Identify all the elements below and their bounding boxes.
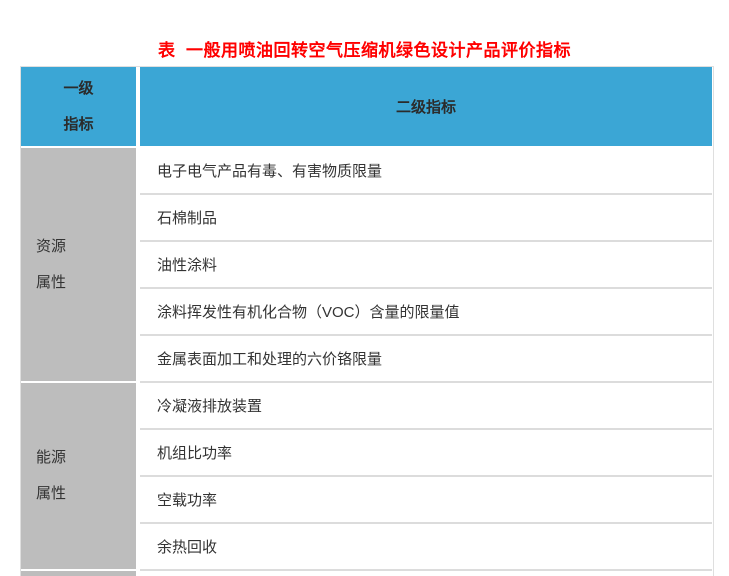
section-cell-next-partial [21, 571, 136, 576]
section-cell-resource-attributes: 资源 属性 [21, 148, 136, 383]
header-cell-level1: 一级 指标 [21, 67, 136, 148]
table-row: 油性涂料 [140, 242, 712, 289]
table-row: 空载功率 [140, 477, 712, 524]
table-row: 电子电气产品有毒、有害物质限量 [140, 148, 712, 195]
evaluation-indicator-table: 一级 指标 二级指标 资源 属性 电子电气产品有毒、有害物质限量 石棉制品 油性… [20, 66, 714, 576]
table-row: 机组比功率 [140, 430, 712, 477]
table-row: 余热回收 [140, 524, 712, 571]
table-row: 金属表面加工和处理的六价铬限量 [140, 336, 712, 383]
table-row: 涂料挥发性有机化合物（VOC）含量的限量值 [140, 289, 712, 336]
table-row: 冷凝液排放装置 [140, 383, 712, 430]
table-row: 石棉制品 [140, 195, 712, 242]
section-cell-energy-attributes: 能源 属性 [21, 383, 136, 571]
table-title: 表 一般用喷油回转空气压缩机绿色设计产品评价指标 [158, 41, 571, 60]
header-cell-level2: 二级指标 [140, 67, 712, 148]
table-row-partial [140, 571, 712, 576]
